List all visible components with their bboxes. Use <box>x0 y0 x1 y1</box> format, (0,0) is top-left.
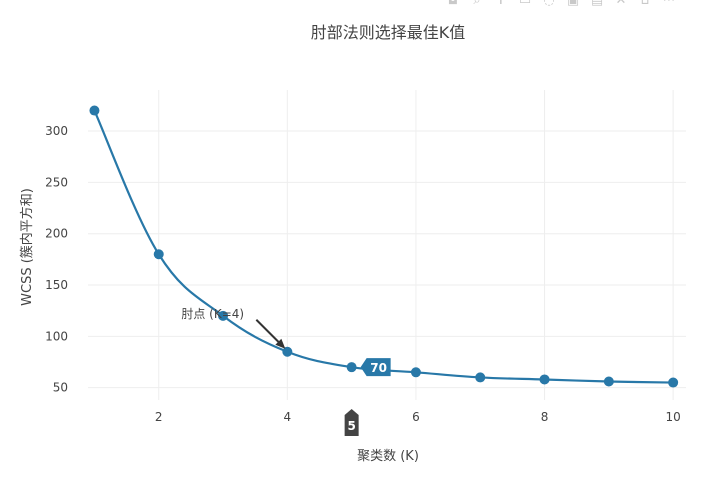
pan-icon[interactable]: ✛ <box>495 0 507 8</box>
annotation-arrow-line <box>255 319 283 346</box>
data-point[interactable] <box>668 377 679 388</box>
hover-y-label: 70 <box>370 361 387 375</box>
x-tick-label: 2 <box>155 410 163 424</box>
data-point[interactable] <box>89 105 100 116</box>
x-tick-label: 8 <box>541 410 549 424</box>
data-point[interactable] <box>603 376 614 387</box>
x-tick-label: 10 <box>665 410 680 424</box>
modebar: ◘ ⌕ ✛ ▭ ◌ ▣ ▤ ✕ ⌂ ⋯ <box>446 0 676 8</box>
data-point[interactable] <box>218 310 229 321</box>
hover-labels: 5 70 <box>344 358 391 436</box>
x-tick-label: 4 <box>284 410 292 424</box>
y-axis: 50 100 150 200 250 300 <box>45 124 68 395</box>
lasso-icon[interactable]: ◌ <box>543 0 555 8</box>
camera-icon[interactable]: ◘ <box>447 0 459 8</box>
box-select-icon[interactable]: ▭ <box>518 0 532 8</box>
hover-x-tag <box>344 409 359 436</box>
y-tick-label: 100 <box>45 329 68 343</box>
data-point[interactable] <box>153 249 164 260</box>
data-point[interactable] <box>282 346 293 357</box>
autoscale-icon[interactable]: ✕ <box>615 0 627 8</box>
zoom-out-icon[interactable]: ▤ <box>590 0 604 8</box>
y-tick-label: 200 <box>45 227 68 241</box>
chart-title: 肘部法则选择最佳K值 <box>311 23 466 42</box>
x-axis-title: 聚类数 (K) <box>357 449 419 464</box>
y-tick-label: 150 <box>45 278 68 292</box>
grid <box>88 90 686 400</box>
y-axis-title: WCSS (簇内平方和) <box>19 188 35 306</box>
data-point[interactable] <box>410 367 421 378</box>
annotation-label: 肘点 (K=4) <box>181 306 244 321</box>
hover-y-tag <box>360 358 391 377</box>
y-tick-label: 50 <box>53 381 68 395</box>
annotation: 肘点 (K=4) <box>181 306 286 349</box>
zoom-icon[interactable]: ⌕ <box>473 0 481 8</box>
hover-x-label: 5 <box>347 419 355 433</box>
annotation-arrow-head <box>275 338 286 349</box>
data-point[interactable] <box>539 374 550 385</box>
plotly-logo-icon[interactable]: ⋯ <box>662 0 676 8</box>
series-line <box>93 110 674 384</box>
x-tick-label: 6 <box>412 410 420 424</box>
y-tick-label: 250 <box>45 175 68 189</box>
reset-icon[interactable]: ⌂ <box>640 0 650 8</box>
data-point[interactable] <box>475 372 486 383</box>
series-points[interactable] <box>89 105 679 388</box>
zoom-in-icon[interactable]: ▣ <box>566 0 580 8</box>
data-point[interactable] <box>346 362 357 373</box>
y-tick-label: 300 <box>45 124 68 138</box>
x-axis: 2 4 6 8 10 <box>155 410 681 424</box>
